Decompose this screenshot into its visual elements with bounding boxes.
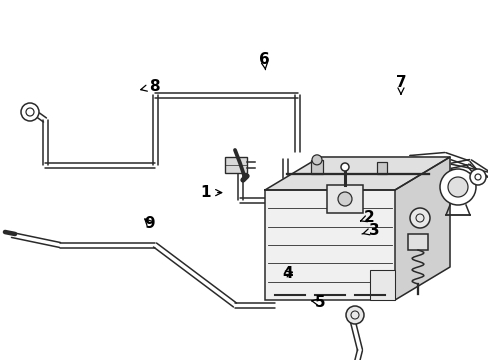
Polygon shape	[264, 157, 449, 190]
Text: 8: 8	[141, 79, 159, 94]
Bar	[326, 185, 362, 213]
Polygon shape	[394, 157, 449, 300]
Text: 3: 3	[361, 223, 379, 238]
Polygon shape	[264, 190, 394, 300]
Circle shape	[469, 169, 485, 185]
Text: 4: 4	[282, 266, 292, 281]
Text: 9: 9	[143, 216, 154, 231]
Text: 1: 1	[200, 185, 221, 200]
Circle shape	[337, 192, 351, 206]
Bar	[376, 162, 386, 174]
Circle shape	[447, 177, 467, 197]
Text: 7: 7	[395, 75, 406, 94]
Circle shape	[311, 155, 321, 165]
Circle shape	[21, 103, 39, 121]
Bar	[310, 160, 323, 174]
Bar	[369, 270, 394, 300]
Circle shape	[346, 306, 363, 324]
Text: 6: 6	[258, 52, 269, 70]
Circle shape	[439, 169, 475, 205]
Text: 2: 2	[360, 210, 374, 225]
Text: 5: 5	[311, 295, 325, 310]
Circle shape	[340, 163, 348, 171]
Bar	[224, 157, 246, 173]
Bar	[407, 234, 427, 250]
Circle shape	[409, 208, 429, 228]
